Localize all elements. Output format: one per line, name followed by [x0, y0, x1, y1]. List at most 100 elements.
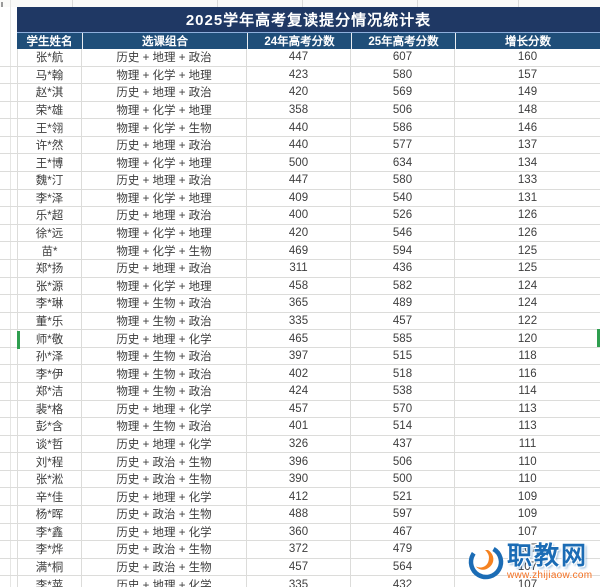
course-combo-cell[interactable]: 历史 + 地理 + 化学 — [82, 523, 247, 541]
score-gain-cell[interactable]: 160 — [517, 51, 538, 64]
student-name-cell[interactable]: 杨*晖 — [17, 506, 82, 523]
course-combo-cell[interactable]: 历史 + 政治 + 生物 — [82, 506, 247, 523]
student-name-cell[interactable]: 苗* — [17, 242, 82, 259]
course-combo-cell[interactable]: 历史 + 地理 + 政治 — [82, 172, 247, 189]
score-2024-cell[interactable]: 311 — [247, 259, 351, 277]
score-2025-cell[interactable]: 514 — [351, 418, 455, 435]
score-2025-cell[interactable]: 577 — [351, 136, 455, 154]
score-2025-cell[interactable]: 570 — [351, 400, 455, 418]
score-gain-cell[interactable]: 149 — [517, 86, 538, 99]
header-course-combo[interactable]: 选课组合 — [82, 33, 247, 49]
course-combo-cell[interactable]: 历史 + 地理 + 政治 — [82, 207, 247, 224]
score-2024-cell[interactable]: 500 — [247, 154, 351, 172]
score-2025-cell[interactable]: 479 — [351, 541, 455, 558]
score-2025-cell[interactable]: 506 — [351, 453, 455, 470]
score-gain-cell[interactable]: 110 — [518, 455, 537, 468]
score-2025-cell[interactable]: 540 — [351, 189, 455, 207]
student-name-cell[interactable]: 郑*洁 — [17, 382, 82, 400]
course-combo-cell[interactable]: 物理 + 生物 + 政治 — [82, 347, 247, 365]
score-2024-cell[interactable]: 396 — [247, 453, 351, 470]
score-2024-cell[interactable]: 457 — [247, 558, 351, 576]
header-student-name[interactable]: 学生姓名 — [26, 36, 73, 48]
score-gain-cell[interactable]: 126 — [517, 227, 538, 240]
score-2024-cell[interactable]: 447 — [247, 172, 351, 189]
score-2024-cell[interactable]: 469 — [247, 242, 351, 259]
score-2024-cell[interactable]: 401 — [247, 418, 351, 435]
course-combo-cell[interactable]: 历史 + 政治 + 生物 — [82, 541, 247, 558]
header-score-2024[interactable]: 24年高考分数 — [247, 33, 351, 49]
score-2025-cell[interactable]: 467 — [351, 523, 455, 541]
score-2025-cell[interactable]: 607 — [351, 49, 455, 66]
score-2025-cell[interactable]: 569 — [351, 84, 455, 101]
student-name-cell[interactable]: 许*然 — [17, 136, 82, 154]
score-gain-cell[interactable]: 109 — [517, 490, 538, 503]
score-2025-cell[interactable]: 546 — [351, 224, 455, 242]
score-gain-cell[interactable]: 118 — [518, 350, 537, 363]
score-2025-cell[interactable]: 518 — [351, 365, 455, 382]
score-2024-cell[interactable]: 390 — [247, 470, 351, 488]
student-name-cell[interactable]: 张*淞 — [17, 470, 82, 488]
score-2024-cell[interactable]: 423 — [247, 66, 351, 84]
score-gain-cell[interactable]: 110 — [518, 473, 537, 486]
student-name-cell[interactable]: 谈*哲 — [17, 435, 82, 453]
student-name-cell[interactable]: 辛*佳 — [17, 488, 82, 506]
course-combo-cell[interactable]: 物理 + 化学 + 地理 — [82, 224, 247, 242]
course-combo-cell[interactable]: 历史 + 政治 + 生物 — [82, 558, 247, 576]
score-2025-cell[interactable]: 500 — [351, 470, 455, 488]
student-name-cell[interactable]: 李*琳 — [17, 295, 82, 312]
student-name-cell[interactable]: 董*乐 — [17, 312, 82, 330]
score-2024-cell[interactable]: 402 — [247, 365, 351, 382]
score-2025-cell[interactable]: 489 — [351, 295, 455, 312]
score-gain-cell[interactable]: 157 — [517, 68, 538, 81]
course-combo-cell[interactable]: 物理 + 生物 + 政治 — [82, 382, 247, 400]
student-name-cell[interactable]: 张*航 — [17, 49, 82, 66]
score-gain-cell[interactable]: 107 — [517, 543, 538, 556]
score-2025-cell[interactable]: 580 — [351, 172, 455, 189]
score-2024-cell[interactable]: 457 — [247, 400, 351, 418]
course-combo-cell[interactable]: 历史 + 地理 + 化学 — [82, 330, 247, 347]
course-combo-cell[interactable]: 历史 + 政治 + 生物 — [82, 470, 247, 488]
score-2024-cell[interactable]: 326 — [247, 435, 351, 453]
course-combo-cell[interactable]: 物理 + 化学 + 生物 — [82, 242, 247, 259]
student-name-cell[interactable]: 徐*远 — [17, 224, 82, 242]
score-2025-cell[interactable]: 506 — [351, 101, 455, 119]
score-2024-cell[interactable]: 372 — [247, 541, 351, 558]
student-name-cell[interactable]: 荣*雄 — [17, 101, 82, 119]
course-combo-cell[interactable]: 历史 + 地理 + 化学 — [82, 435, 247, 453]
score-2024-cell[interactable]: 409 — [247, 189, 351, 207]
student-name-cell[interactable]: 乐*超 — [17, 207, 82, 224]
course-combo-cell[interactable]: 物理 + 化学 + 地理 — [82, 189, 247, 207]
student-name-cell[interactable]: 李*鑫 — [17, 523, 82, 541]
course-combo-cell[interactable]: 物理 + 生物 + 政治 — [82, 312, 247, 330]
score-gain-cell[interactable]: 116 — [518, 367, 537, 380]
score-gain-cell[interactable]: 113 — [518, 420, 537, 433]
student-name-cell[interactable]: 郑*扬 — [17, 259, 82, 277]
course-combo-cell[interactable]: 历史 + 地理 + 政治 — [82, 84, 247, 101]
score-2024-cell[interactable]: 358 — [247, 101, 351, 119]
score-gain-cell[interactable]: 134 — [517, 156, 538, 169]
score-2024-cell[interactable]: 365 — [247, 295, 351, 312]
course-combo-cell[interactable]: 物理 + 化学 + 生物 — [82, 119, 247, 136]
score-gain-cell[interactable]: 114 — [518, 385, 537, 398]
course-combo-cell[interactable]: 历史 + 政治 + 生物 — [82, 453, 247, 470]
score-gain-cell[interactable]: 124 — [517, 297, 538, 310]
score-gain-cell[interactable]: 125 — [517, 244, 538, 257]
score-2024-cell[interactable]: 488 — [247, 506, 351, 523]
score-2025-cell[interactable]: 515 — [351, 347, 455, 365]
score-2025-cell[interactable]: 594 — [351, 242, 455, 259]
score-2025-cell[interactable]: 526 — [351, 207, 455, 224]
course-combo-cell[interactable]: 物理 + 化学 + 地理 — [82, 154, 247, 172]
score-2025-cell[interactable]: 634 — [351, 154, 455, 172]
student-name-cell[interactable]: 王*博 — [17, 154, 82, 172]
score-2025-cell[interactable]: 538 — [351, 382, 455, 400]
score-2025-cell[interactable]: 521 — [351, 488, 455, 506]
student-name-cell[interactable]: 赵*淇 — [17, 84, 82, 101]
score-gain-cell[interactable]: 133 — [517, 174, 538, 187]
student-name-cell[interactable]: 刘*程 — [17, 453, 82, 470]
score-2024-cell[interactable]: 458 — [247, 277, 351, 295]
student-name-cell[interactable]: 王*翎 — [17, 119, 82, 136]
score-2025-cell[interactable]: 585 — [351, 330, 455, 347]
student-name-cell[interactable]: 马*翰 — [17, 66, 82, 84]
table-title-cell[interactable]: 2025学年高考复读提分情况统计表 — [17, 7, 600, 32]
score-2024-cell[interactable]: 335 — [247, 312, 351, 330]
